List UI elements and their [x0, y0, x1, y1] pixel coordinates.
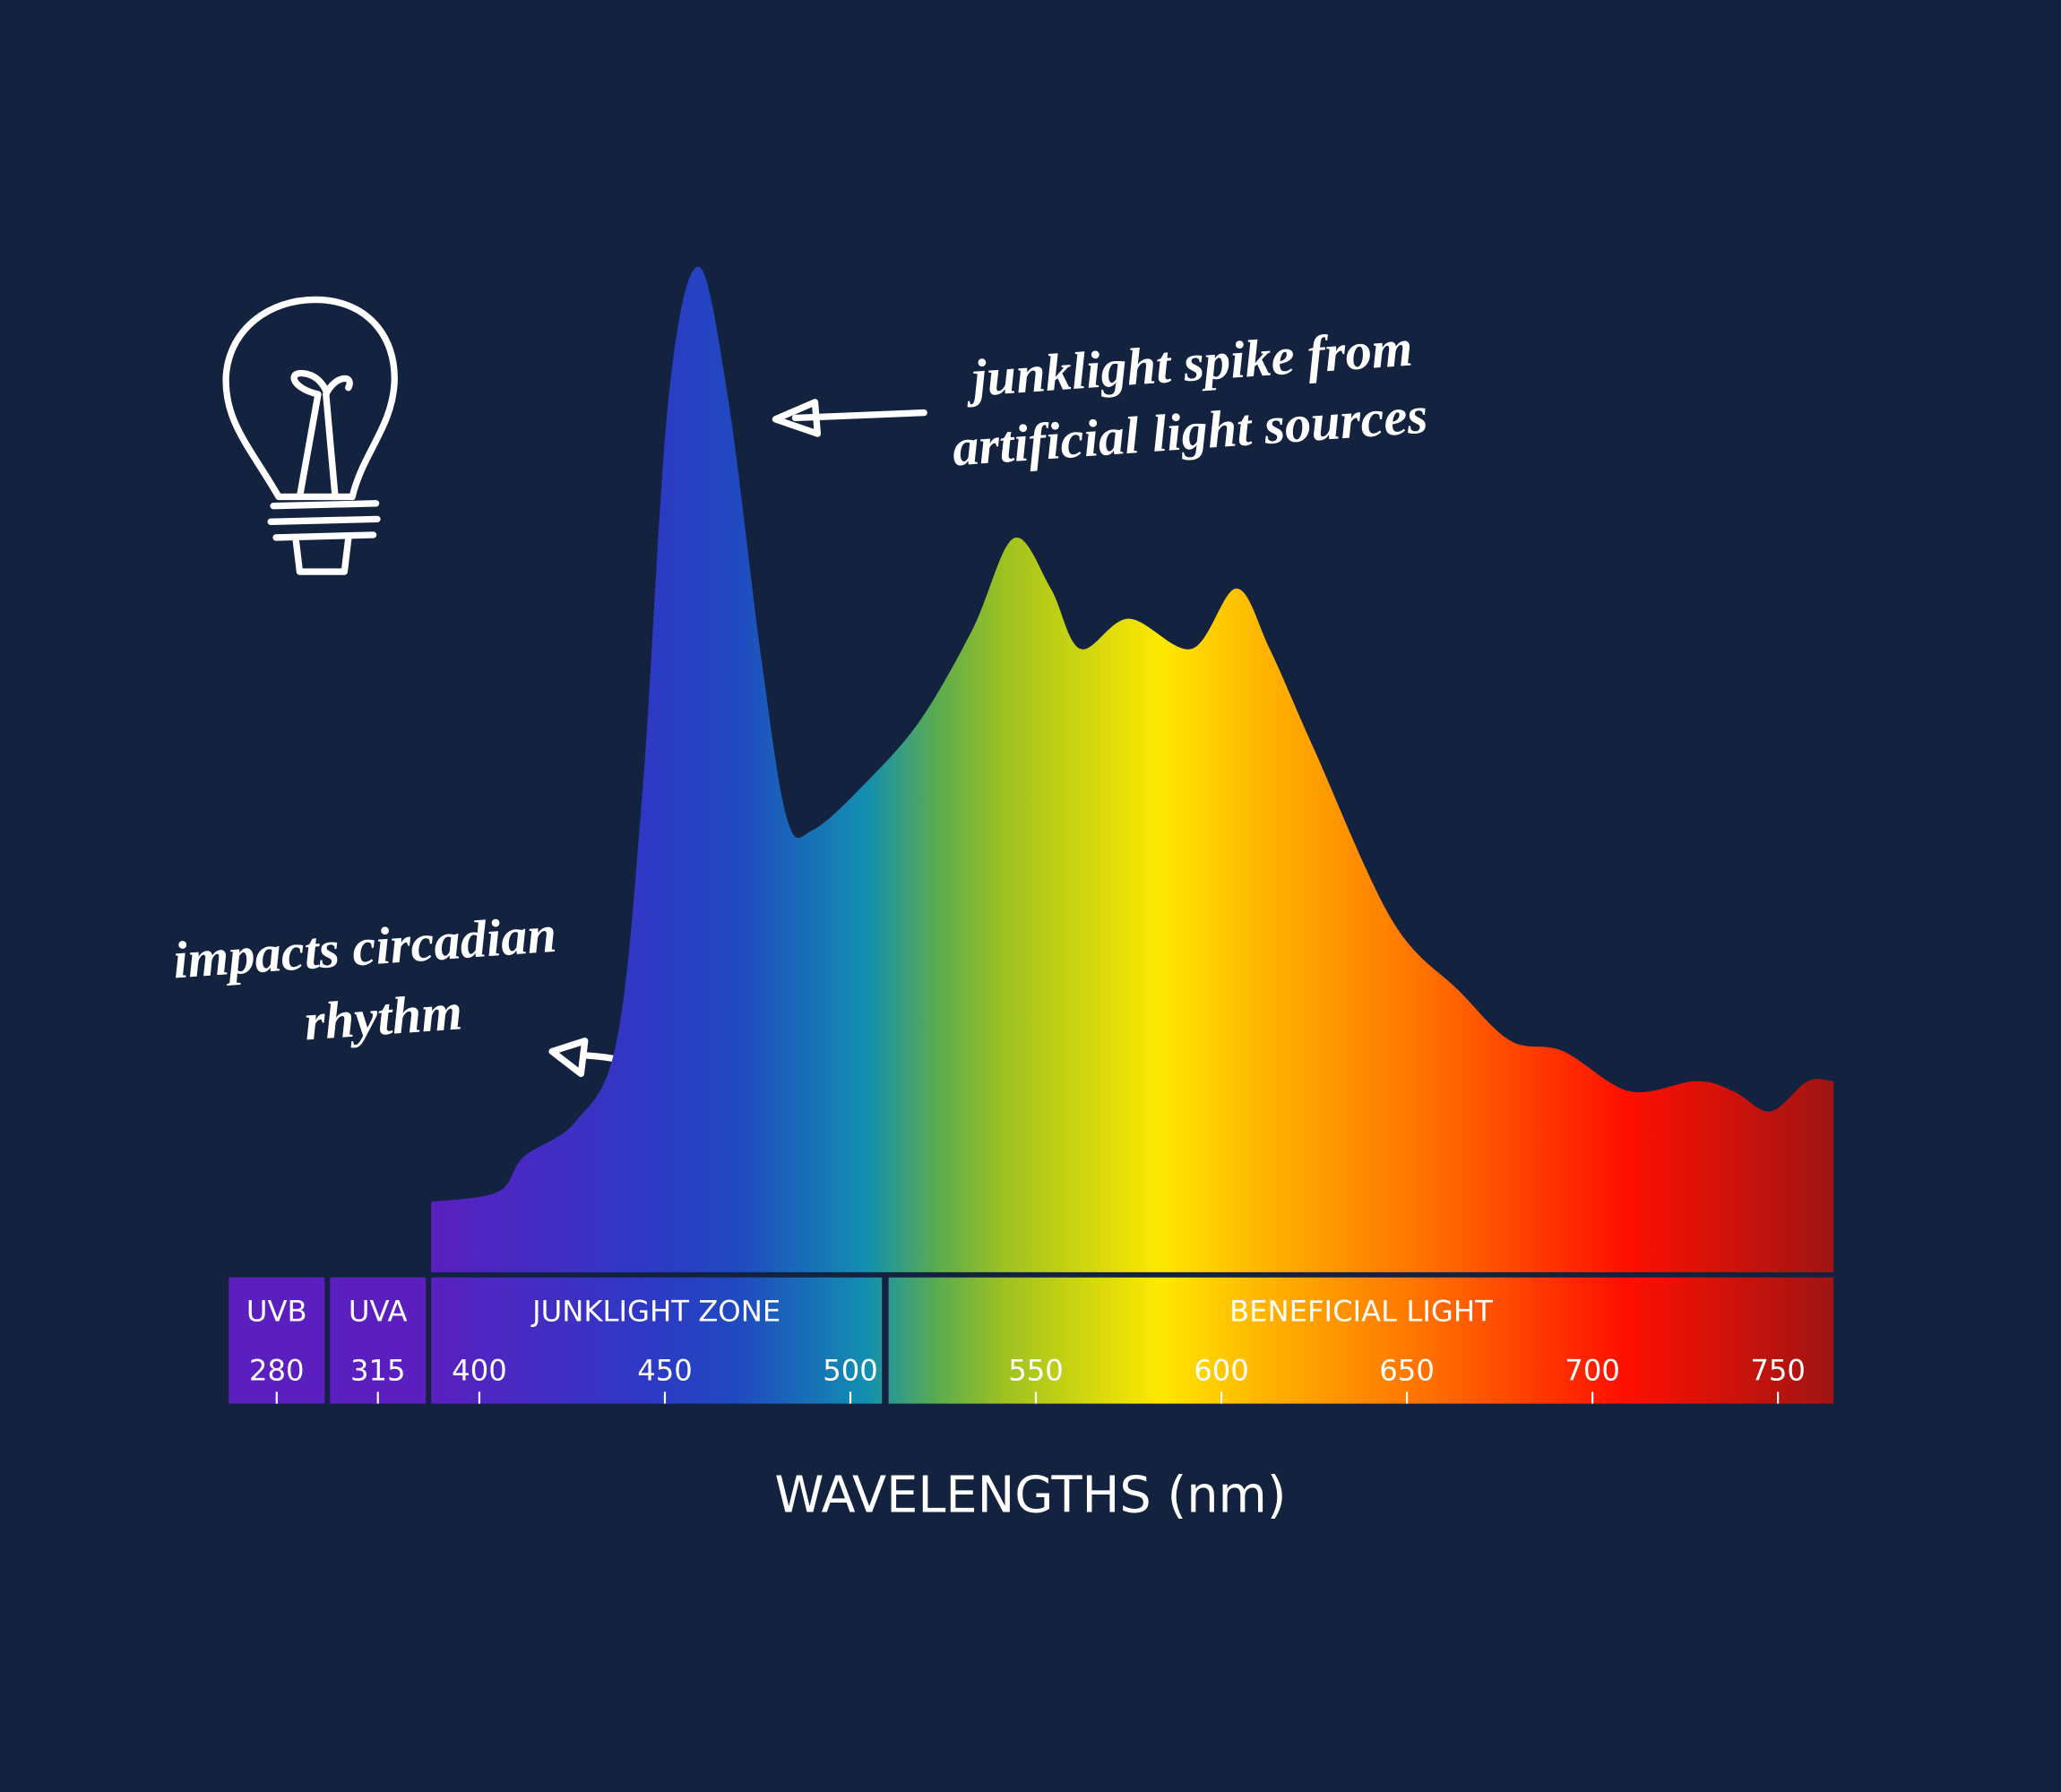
band-box	[330, 1277, 427, 1404]
band-box	[888, 1277, 1834, 1404]
x-tick-label: 280	[249, 1353, 305, 1387]
band-bar: UVB 280 UVA 315 JUNKLIGHT ZONE 400 450 500 BENEF…	[229, 1277, 1834, 1404]
band-label: UVA	[349, 1294, 408, 1328]
x-axis-title: WAVELENGTHS (nm)	[774, 1466, 1286, 1524]
annotation-text: rhythm	[303, 982, 464, 1051]
x-tick-label: 500	[823, 1353, 878, 1387]
x-tick-label: 600	[1194, 1353, 1249, 1387]
x-tick-label: 315	[350, 1353, 406, 1387]
x-tick-label: 750	[1750, 1353, 1806, 1387]
x-tick-label: 450	[637, 1353, 693, 1387]
band-label: BENEFICIAL LIGHT	[1229, 1294, 1493, 1328]
x-tick-label: 700	[1565, 1353, 1620, 1387]
x-tick-label: 550	[1008, 1353, 1064, 1387]
band-box	[229, 1277, 325, 1404]
band-label: JUNKLIGHT ZONE	[530, 1294, 780, 1328]
annotation-text: impacts circadian	[171, 905, 558, 990]
spectrum-area	[431, 266, 1834, 1272]
lightbulb-icon	[222, 296, 398, 575]
band-box	[431, 1277, 883, 1404]
band-label: UVB	[246, 1294, 307, 1328]
x-tick-label: 650	[1379, 1353, 1435, 1387]
x-tick-label: 400	[452, 1353, 507, 1387]
